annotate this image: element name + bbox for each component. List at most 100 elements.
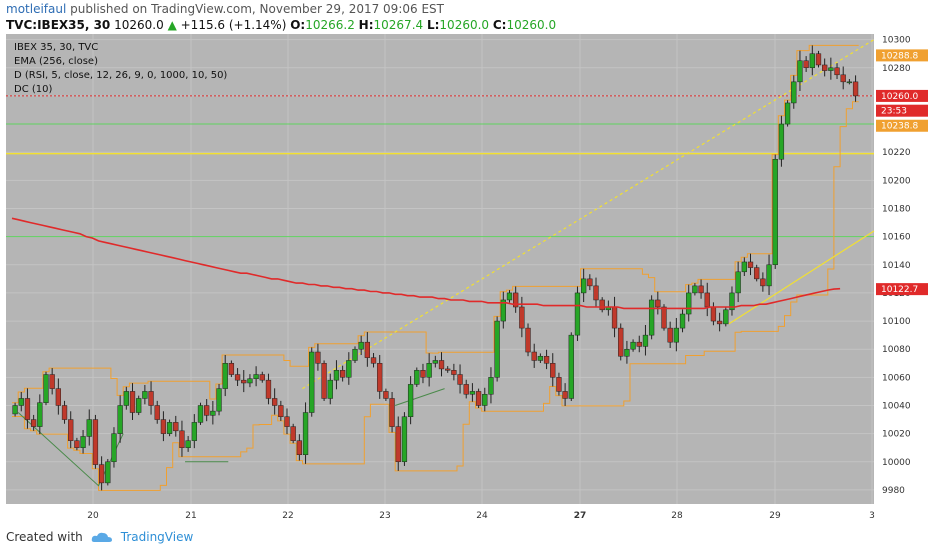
candle[interactable] xyxy=(747,253,754,276)
candle[interactable] xyxy=(735,261,741,303)
candle[interactable] xyxy=(284,408,290,435)
candle[interactable] xyxy=(296,434,303,461)
candle[interactable] xyxy=(234,368,241,386)
candle[interactable] xyxy=(760,272,766,292)
candle[interactable] xyxy=(179,420,185,457)
candle[interactable] xyxy=(407,376,414,425)
candle[interactable] xyxy=(828,57,834,80)
candle[interactable] xyxy=(315,343,321,371)
candle[interactable] xyxy=(432,355,438,368)
candle[interactable] xyxy=(191,414,197,449)
rising-trendline[interactable] xyxy=(728,230,875,325)
candle[interactable] xyxy=(290,423,296,444)
candle[interactable] xyxy=(815,50,822,68)
candle[interactable] xyxy=(321,360,327,401)
candle[interactable] xyxy=(61,400,68,424)
candle[interactable] xyxy=(346,352,352,385)
candle[interactable] xyxy=(729,286,735,316)
candle[interactable] xyxy=(43,371,49,406)
candle[interactable] xyxy=(272,388,278,415)
candle[interactable] xyxy=(692,283,698,296)
candle[interactable] xyxy=(166,419,173,437)
candle[interactable] xyxy=(846,79,853,85)
candle[interactable] xyxy=(624,340,630,364)
candle[interactable] xyxy=(587,274,593,291)
candle[interactable] xyxy=(117,395,123,443)
candle[interactable] xyxy=(797,50,803,91)
candle[interactable] xyxy=(123,386,129,410)
candle[interactable] xyxy=(679,309,686,333)
candle[interactable] xyxy=(401,412,408,466)
candle[interactable] xyxy=(327,373,333,405)
candle[interactable] xyxy=(92,414,99,469)
candle[interactable] xyxy=(698,279,704,299)
candle[interactable] xyxy=(414,367,420,387)
candle[interactable] xyxy=(339,365,346,382)
candle[interactable] xyxy=(655,291,661,315)
candle[interactable] xyxy=(803,56,809,72)
candle[interactable] xyxy=(445,366,451,373)
candle[interactable] xyxy=(204,399,210,422)
candle[interactable] xyxy=(259,371,265,383)
candle[interactable] xyxy=(562,383,568,406)
candle[interactable] xyxy=(370,353,377,368)
candle[interactable] xyxy=(482,387,488,412)
candle[interactable] xyxy=(395,416,401,471)
candle[interactable] xyxy=(148,381,154,415)
candle[interactable] xyxy=(531,343,537,368)
candle[interactable] xyxy=(426,353,432,387)
candle[interactable] xyxy=(593,277,599,308)
candle[interactable] xyxy=(673,317,680,352)
candle[interactable] xyxy=(618,323,624,361)
candle[interactable] xyxy=(98,456,105,491)
candle[interactable] xyxy=(216,383,222,416)
candle[interactable] xyxy=(772,154,778,269)
candle[interactable] xyxy=(834,63,840,79)
candle[interactable] xyxy=(543,349,550,370)
candle[interactable] xyxy=(537,353,544,363)
candle[interactable] xyxy=(68,411,74,449)
candle[interactable] xyxy=(599,297,605,313)
candle[interactable] xyxy=(822,58,828,77)
candle[interactable] xyxy=(30,414,37,431)
candle[interactable] xyxy=(18,391,24,412)
candle[interactable] xyxy=(667,321,673,348)
candle[interactable] xyxy=(438,352,445,377)
candle[interactable] xyxy=(129,383,136,421)
dotted-trendline[interactable] xyxy=(302,39,875,390)
candle[interactable] xyxy=(636,335,642,353)
candle[interactable] xyxy=(723,306,729,327)
candle[interactable] xyxy=(278,400,284,421)
candle[interactable] xyxy=(451,363,457,381)
candle[interactable] xyxy=(142,384,148,405)
candle[interactable] xyxy=(500,291,506,329)
candle[interactable] xyxy=(86,409,92,446)
author-link[interactable]: motleifaul xyxy=(6,2,67,16)
candle[interactable] xyxy=(506,290,513,303)
candle[interactable] xyxy=(383,388,389,401)
candle[interactable] xyxy=(377,354,383,399)
candle[interactable] xyxy=(463,379,469,399)
candle[interactable] xyxy=(648,295,655,340)
candle[interactable] xyxy=(197,402,204,425)
candle[interactable] xyxy=(12,402,18,417)
candle[interactable] xyxy=(24,388,31,429)
candle[interactable] xyxy=(686,284,692,322)
candle[interactable] xyxy=(333,360,340,390)
candle[interactable] xyxy=(185,436,191,452)
candle[interactable] xyxy=(574,286,581,341)
candle[interactable] xyxy=(550,353,556,387)
candle[interactable] xyxy=(111,427,117,468)
candle[interactable] xyxy=(420,363,426,384)
candle[interactable] xyxy=(210,400,216,425)
candle[interactable] xyxy=(457,364,463,394)
candle[interactable] xyxy=(173,415,179,437)
candle[interactable] xyxy=(778,115,785,167)
candle[interactable] xyxy=(222,354,228,397)
candle[interactable] xyxy=(136,395,142,416)
candle[interactable] xyxy=(154,400,160,424)
candle[interactable] xyxy=(741,257,747,276)
candle[interactable] xyxy=(265,373,272,405)
candle[interactable] xyxy=(809,45,815,76)
candle[interactable] xyxy=(488,367,494,404)
